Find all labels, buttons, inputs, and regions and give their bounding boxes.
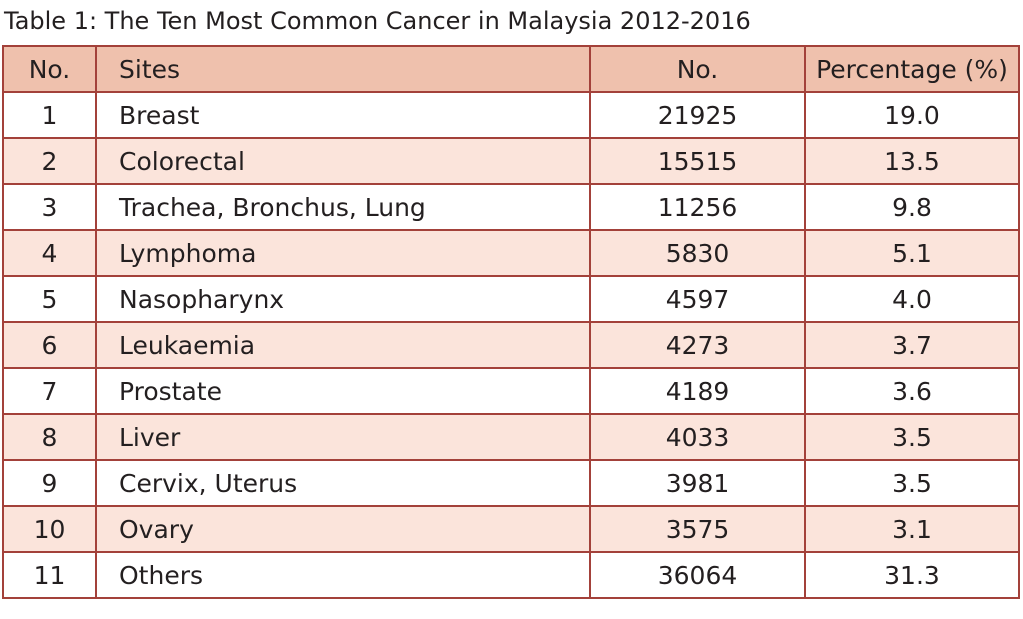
cell-rank: 9 — [2, 459, 97, 507]
cell-site: Liver — [95, 413, 591, 461]
cell-count: 4033 — [589, 413, 806, 461]
cell-site: Trachea, Bronchus, Lung — [95, 183, 591, 231]
cell-rank: 7 — [2, 367, 97, 415]
table-row: 3 Trachea, Bronchus, Lung 11256 9.8 — [2, 183, 1020, 231]
table-row: 9 Cervix, Uterus 3981 3.5 — [2, 459, 1020, 507]
table-header-row: No. Sites No. Percentage (%) — [2, 45, 1020, 93]
cell-percentage: 5.1 — [804, 229, 1020, 277]
cell-rank: 6 — [2, 321, 97, 369]
cell-percentage: 19.0 — [804, 91, 1020, 139]
cell-site: Cervix, Uterus — [95, 459, 591, 507]
cell-count: 21925 — [589, 91, 806, 139]
cell-percentage: 4.0 — [804, 275, 1020, 323]
cell-site: Prostate — [95, 367, 591, 415]
cell-rank: 1 — [2, 91, 97, 139]
table-row: 2 Colorectal 15515 13.5 — [2, 137, 1020, 185]
table-row: 1 Breast 21925 19.0 — [2, 91, 1020, 139]
table-row: 10 Ovary 3575 3.1 — [2, 505, 1020, 553]
cell-rank: 2 — [2, 137, 97, 185]
cell-count: 5830 — [589, 229, 806, 277]
cell-percentage: 3.5 — [804, 459, 1020, 507]
cell-site: Nasopharynx — [95, 275, 591, 323]
cell-count: 4189 — [589, 367, 806, 415]
cell-count: 15515 — [589, 137, 806, 185]
cell-percentage: 3.5 — [804, 413, 1020, 461]
header-count: No. — [589, 45, 806, 93]
cell-site: Others — [95, 551, 591, 599]
cell-site: Lymphoma — [95, 229, 591, 277]
table-row: 5 Nasopharynx 4597 4.0 — [2, 275, 1020, 323]
header-rank: No. — [2, 45, 97, 93]
cell-percentage: 13.5 — [804, 137, 1020, 185]
cell-count: 3575 — [589, 505, 806, 553]
header-sites: Sites — [95, 45, 591, 93]
cancer-table: No. Sites No. Percentage (%) 1 Breast 21… — [2, 45, 1020, 599]
cell-site: Breast — [95, 91, 591, 139]
cell-count: 3981 — [589, 459, 806, 507]
cell-rank: 4 — [2, 229, 97, 277]
table-row: 7 Prostate 4189 3.6 — [2, 367, 1020, 415]
table-row: 6 Leukaemia 4273 3.7 — [2, 321, 1020, 369]
cell-site: Leukaemia — [95, 321, 591, 369]
cell-percentage: 3.1 — [804, 505, 1020, 553]
cell-rank: 5 — [2, 275, 97, 323]
table-row: 11 Others 36064 31.3 — [2, 551, 1020, 599]
table-row: 8 Liver 4033 3.5 — [2, 413, 1020, 461]
cell-site: Colorectal — [95, 137, 591, 185]
table-caption: Table 1: The Ten Most Common Cancer in M… — [4, 7, 751, 35]
cell-rank: 3 — [2, 183, 97, 231]
table-row: 4 Lymphoma 5830 5.1 — [2, 229, 1020, 277]
cell-count: 36064 — [589, 551, 806, 599]
cell-percentage: 3.7 — [804, 321, 1020, 369]
cell-percentage: 31.3 — [804, 551, 1020, 599]
cell-rank: 10 — [2, 505, 97, 553]
cell-rank: 11 — [2, 551, 97, 599]
cell-count: 4597 — [589, 275, 806, 323]
cell-percentage: 9.8 — [804, 183, 1020, 231]
cell-rank: 8 — [2, 413, 97, 461]
cell-count: 4273 — [589, 321, 806, 369]
cell-site: Ovary — [95, 505, 591, 553]
header-percentage: Percentage (%) — [804, 45, 1020, 93]
cell-percentage: 3.6 — [804, 367, 1020, 415]
cell-count: 11256 — [589, 183, 806, 231]
